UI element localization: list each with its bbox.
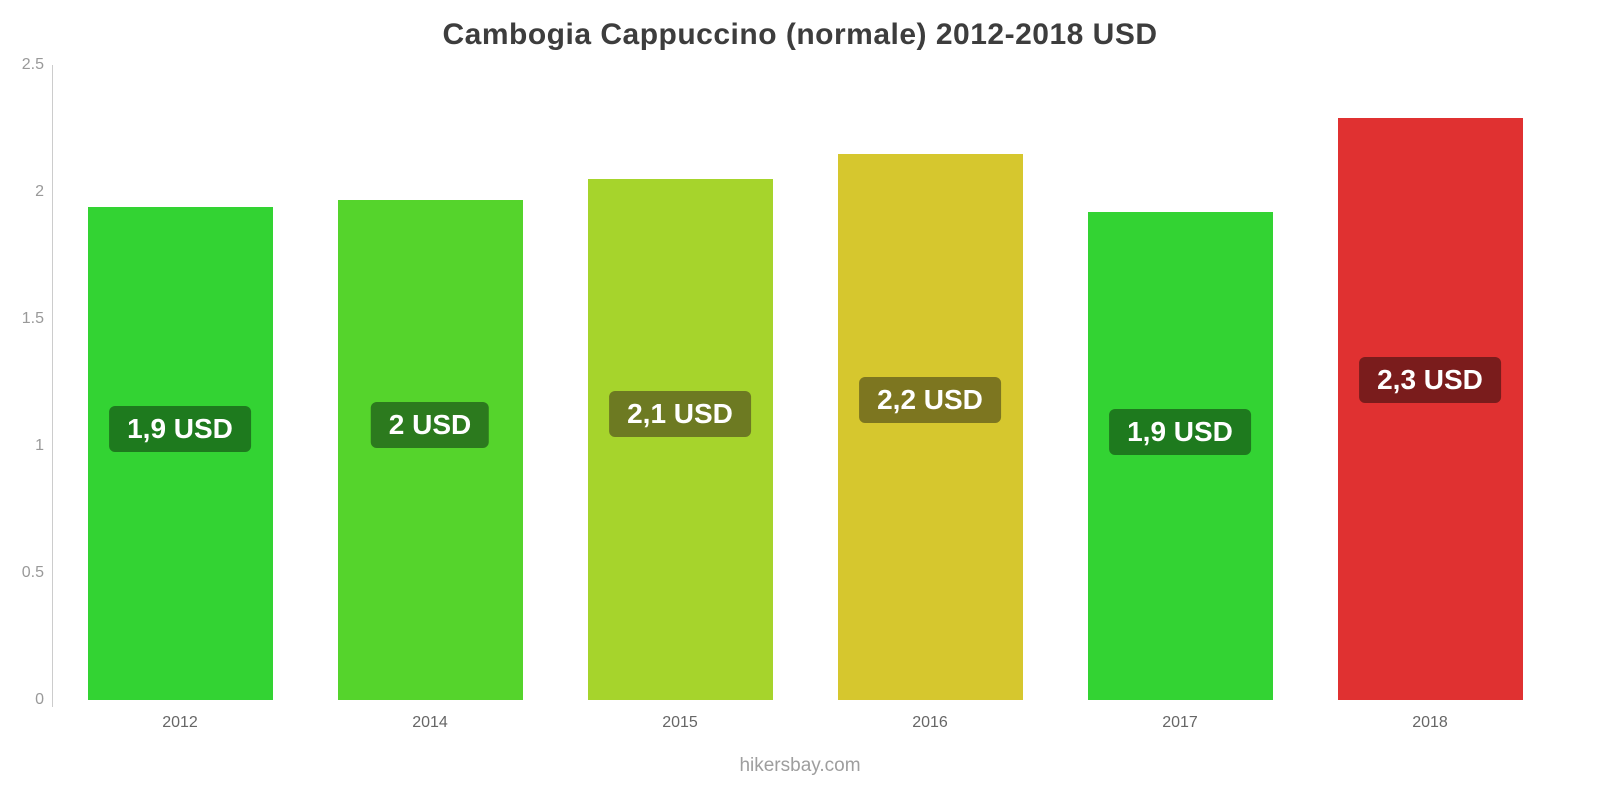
chart-title: Cambogia Cappuccino (normale) 2012-2018 … xyxy=(442,18,1158,51)
bar-value-label: 2,3 USD xyxy=(1359,357,1501,404)
y-tick-label: 0 xyxy=(35,691,44,708)
bar-2016: 2,2 USD xyxy=(837,153,1023,700)
y-axis-line xyxy=(52,65,53,707)
footer-link[interactable]: hikersbay.com xyxy=(739,755,861,776)
bar-value-label: 1,9 USD xyxy=(109,405,251,452)
x-axis-label-2012: 2012 xyxy=(162,714,198,731)
y-tick-label: 2 xyxy=(35,183,44,200)
y-tick-label: 1.5 xyxy=(21,310,44,327)
x-axis-label-2016: 2016 xyxy=(912,714,948,731)
bar-2015: 2,1 USD xyxy=(587,179,773,700)
x-axis-label-2018: 2018 xyxy=(1412,714,1448,731)
y-tick-label: 2.5 xyxy=(21,56,44,73)
y-tick-label: 0.5 xyxy=(21,564,44,581)
y-tick-label: 1 xyxy=(35,437,44,454)
bar-value-label: 2 USD xyxy=(370,401,490,448)
x-axis-label-2015: 2015 xyxy=(662,714,698,731)
x-axis-label-2017: 2017 xyxy=(1162,714,1198,731)
x-axis-label-2014: 2014 xyxy=(412,714,448,731)
bar-value-label: 1,9 USD xyxy=(1109,408,1251,455)
bar-2014: 2 USD xyxy=(337,199,523,700)
bar-2017: 1,9 USD xyxy=(1087,212,1273,700)
bar-value-label: 2,1 USD xyxy=(609,390,751,437)
bar-2018: 2,3 USD xyxy=(1337,118,1523,700)
bar-value-label: 2,2 USD xyxy=(859,376,1001,423)
bar-2012: 1,9 USD xyxy=(87,207,273,700)
